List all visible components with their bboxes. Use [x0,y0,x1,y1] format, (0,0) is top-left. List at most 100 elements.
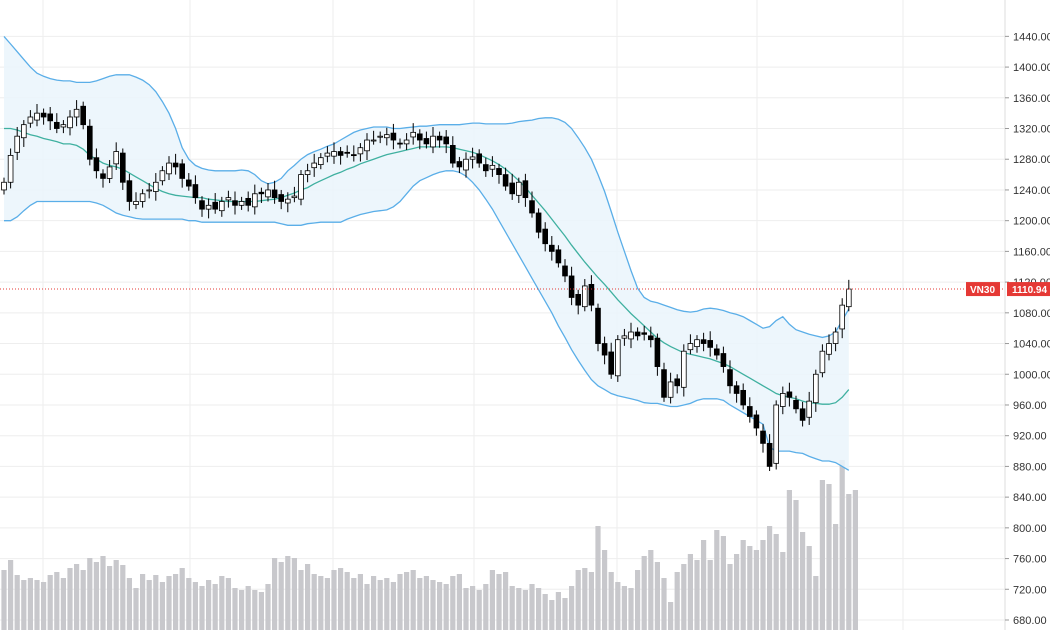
volume-bar [351,578,357,630]
candle [694,335,700,353]
candle [443,130,449,154]
candle [575,289,581,315]
candle [482,157,489,177]
candle [456,156,463,174]
candle [707,331,713,357]
candle-body [100,173,106,179]
volume-bar [338,568,344,630]
candle-body [449,145,456,164]
candle-body [172,162,179,168]
volume-bar [496,574,502,630]
volume-bar [60,578,66,630]
axis-tick-label: 1200.00 [1013,216,1050,228]
candle [205,198,212,219]
candle [806,391,812,425]
volume-bar [516,588,522,630]
candle-body [694,339,700,348]
price-axis[interactable]: 1440.00 1400.00 1360.00 1320.00 1280.00 1240.… [1004,0,1050,630]
volume-bar [67,568,73,630]
volume-bar [661,578,667,630]
candle [251,184,258,215]
volume-bar [470,586,476,630]
candle-body [278,194,284,202]
candle-body [344,151,350,154]
volume-bar [173,574,179,630]
volume-bar [833,524,839,630]
candle [714,344,720,360]
candle-body [476,153,482,164]
candle [846,279,852,312]
candle [192,175,199,204]
volume-bar [668,602,674,630]
candle [780,386,786,415]
candle [760,424,766,453]
candle-body [324,152,331,157]
candle-body [93,157,100,172]
candle [476,149,482,168]
candle [284,192,291,213]
candle-body [456,161,463,168]
axis-tick-label: 1040.00 [1013,339,1050,351]
volume-bar [767,526,773,630]
candle-body [238,201,245,206]
volume-bar [199,586,205,630]
volume-bar [390,582,396,630]
candle [416,129,423,150]
candle-body [634,331,641,337]
candle-body [423,138,430,145]
candle [7,148,14,189]
candle-body [641,332,647,335]
axis-tick-label: 960.00 [1013,400,1047,412]
candle [14,126,21,160]
volume-bar [219,576,225,630]
axis-tick-label: 1160.00 [1013,246,1050,258]
candle-body [80,105,87,126]
axis-tick-label: 760.00 [1013,554,1047,566]
candle [826,334,832,361]
candle [615,335,621,382]
axis-tick-label: 720.00 [1013,584,1047,596]
candle-body [416,133,423,141]
candlesticks [1,100,852,472]
volume-bar [621,586,627,630]
candle [20,120,27,147]
volume-bar [753,550,759,630]
candle-body [192,184,199,199]
volume-bar [562,598,568,630]
candle-body [410,131,416,138]
candle [436,131,443,148]
volume-bar [654,562,660,630]
candle-body [687,343,694,351]
candle [73,100,80,127]
candle-body [469,156,476,160]
axis-tick-label: 920.00 [1013,431,1047,443]
candle-body [304,170,311,175]
candle [423,131,430,149]
volume-bar [437,582,443,630]
candle-body [166,162,172,175]
candle [265,183,271,202]
candle-body [654,337,661,367]
volume-bar [615,582,621,630]
axis-tick-label: 1240.00 [1013,185,1050,197]
candle-body [212,201,219,210]
candle-body [733,385,740,394]
candle-body [588,284,595,306]
volume-bar [291,558,297,630]
volume-bar [87,558,93,630]
volume-bar [489,570,495,630]
candle-body [443,136,449,145]
candle-body [390,132,397,141]
candle [700,332,707,352]
volume-bar [298,570,304,630]
candle-body [608,351,614,375]
candle [87,119,93,166]
candle [509,173,515,200]
candle [1,177,7,195]
candle [212,193,219,214]
volume-bar [239,590,245,630]
candle [47,107,53,131]
candle-body [747,406,753,417]
last-price-tag: VN30 1110.94 [966,282,1050,297]
